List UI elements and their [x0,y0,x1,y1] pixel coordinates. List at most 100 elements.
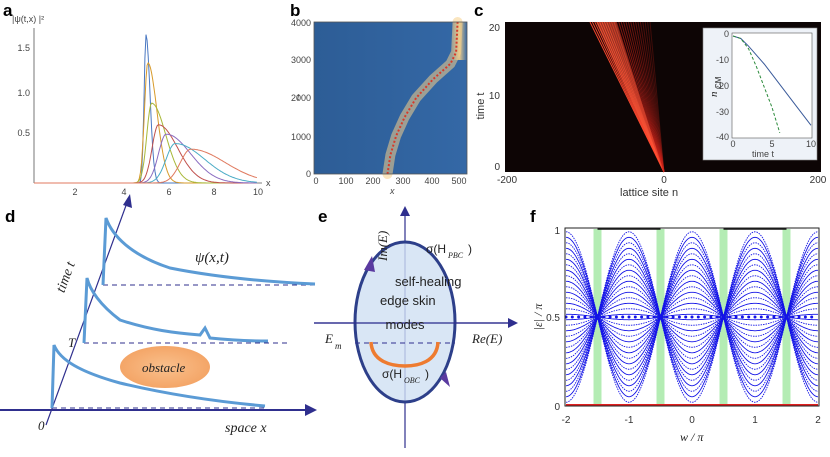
a-series-line [34,34,257,184]
f-dot [596,315,599,319]
obc-arc [369,341,440,368]
f-band-line [565,275,819,359]
c-ray [642,21,665,173]
f-dot [621,315,625,319]
f-xtick: 1 [752,415,758,426]
f-dot [570,315,574,319]
time-axis-label: time t [54,259,79,295]
c-ray [627,21,665,173]
f-band-line [565,236,819,398]
b-ytick: 1000 [291,132,311,142]
c-inset-dashed-line [732,35,781,134]
f-dot [766,315,770,319]
b-xtick: 200 [365,176,380,186]
f-band-line [566,269,818,365]
pbc-close: ) [468,242,472,256]
f-dot [810,315,814,319]
c-ytick: 20 [489,23,501,34]
c-ray [644,21,665,173]
psi-label: ψ(x,t) [195,250,229,266]
a-series-line [34,124,257,184]
obstacle-ellipse [120,346,210,388]
c-ray [639,21,665,173]
f-dot [803,315,807,319]
f-dot [608,315,612,319]
f-band-line [566,280,818,354]
panel-f-plot [564,228,819,406]
panel-e-label: e [318,207,327,226]
c-ray [630,21,665,173]
f-band-line [565,313,819,321]
f-band-line [565,302,819,332]
f-dot [602,315,606,319]
f-ytick: 0 [554,402,560,413]
f-band-line [565,247,819,387]
c-ray [649,21,665,173]
b-xtick: 400 [424,176,439,186]
f-dot [583,315,587,319]
panel-a-label: a [3,1,13,20]
f-band-line [565,291,819,343]
c-inset-ytick: -40 [716,132,729,142]
b-ytick: 0 [306,169,311,179]
c-ytick: 10 [489,91,501,102]
panel-c-ylabel: time t [475,93,487,120]
c-inset-xtick: 0 [730,139,735,149]
panel-d: d obstacle time t ψ(x,t) T 0 space x [0,194,317,436]
panel-b-label: b [290,1,300,20]
f-dot [785,315,788,319]
panel-b-path [382,17,463,179]
c-xtick: 0 [661,175,667,186]
f-dot [734,315,738,319]
f-band-line [566,297,818,337]
re-label: Re(E) [471,331,502,346]
f-xlabel: w / π [680,430,704,444]
f-dot [759,315,763,319]
f-dot [614,315,618,319]
inner-line-3: modes [385,317,425,332]
T-label: T [68,335,76,350]
f-band-line [565,242,819,392]
f-band-line [565,264,819,370]
f-band-line [565,258,819,376]
em-sub: m [335,341,342,351]
a-xtick: 4 [121,187,126,197]
a-series-line [34,148,258,184]
space-axis-label: space x [225,421,267,436]
f-dot [722,315,725,319]
c-inset-ylabel-sub: CM [714,76,723,89]
f-band-line [565,308,819,326]
f-dot [696,315,700,319]
f-dot [747,315,751,319]
b-ytick: 3000 [291,55,311,65]
f-xtick: -2 [562,415,571,426]
f-band-line [565,231,819,403]
a-ytick: 1.0 [17,88,30,98]
f-dot [671,315,675,319]
panel-f-label: f [530,207,536,226]
pbc-sub: PBC [447,251,464,260]
f-dot [684,315,688,319]
panel-a: a |ψ(t,x) |² 2 4 6 8 10 x 0.5 1.0 1.5 [3,1,271,197]
b-ytick: 4000 [291,18,311,28]
c-inset-xtick: 5 [769,139,774,149]
f-band-line [565,236,819,398]
f-band-line [565,247,819,387]
panel-c-label: c [474,1,483,20]
f-dot [728,315,732,319]
panel-c-xlabel: lattice site n [620,187,678,199]
a-series-line [34,61,257,184]
f-ylabel: |ε| / π [531,303,545,331]
panel-c: c time t 20 10 0 -200 0 200 lattice site… [474,1,827,199]
f-dot [709,315,713,319]
panel-e: e self-healing edge skin modes Im(E) Re(… [314,206,518,448]
panel-a-xticks: 2 4 6 8 10 [72,187,263,197]
obc-close: ) [425,367,429,381]
c-xtick: -200 [497,175,517,186]
c-ray [635,21,665,173]
c-inset-xlabel: time t [752,149,775,159]
inner-line-1: self-healing [395,274,462,289]
f-dot [633,315,637,319]
pbc-ellipse [353,240,457,404]
obc-label: σ(H [382,367,402,381]
